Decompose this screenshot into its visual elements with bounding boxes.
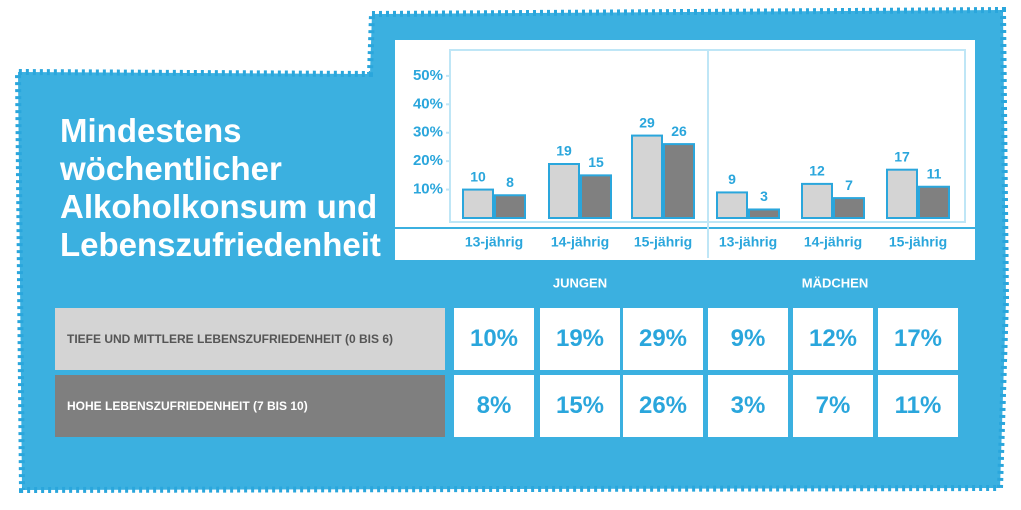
data-label: 3 <box>760 188 768 204</box>
data-label: 17 <box>894 148 910 164</box>
table-cell: 7% <box>793 375 873 437</box>
x-tick-label: 15-jährig <box>634 234 692 250</box>
bar <box>802 184 832 218</box>
group-label: JUNGEN <box>553 275 607 290</box>
data-label: 8 <box>506 174 514 190</box>
bar <box>887 170 917 218</box>
bar <box>549 164 579 218</box>
table-cell: 8% <box>454 375 534 437</box>
table-cell: 29% <box>623 308 703 370</box>
row-label: HOHE LEBENSZUFRIEDENHEIT (7 BIS 10) <box>55 375 445 437</box>
data-label: 19 <box>556 143 572 159</box>
data-label: 12 <box>809 163 825 179</box>
chart-title: Mindestens wöchentlicher Alkoholkonsum u… <box>60 112 405 264</box>
table-cell: 10% <box>454 308 534 370</box>
table-cell: 15% <box>540 375 620 437</box>
data-label: 29 <box>639 114 655 130</box>
x-tick-label: 15-jährig <box>889 234 947 250</box>
table-cell: 9% <box>708 308 788 370</box>
x-tick-label: 13-jährig <box>465 234 523 250</box>
bar <box>664 144 694 218</box>
table-cell: 19% <box>540 308 620 370</box>
y-tick-label: 40% <box>413 95 443 112</box>
bar <box>463 190 493 218</box>
x-tick-label: 14-jährig <box>804 234 862 250</box>
table-cell: 3% <box>708 375 788 437</box>
data-label: 11 <box>927 165 942 181</box>
table-cell: 12% <box>793 308 873 370</box>
data-label: 26 <box>671 123 687 139</box>
data-label: 10 <box>470 168 486 184</box>
y-tick-label: 20% <box>413 152 443 169</box>
bar <box>717 192 747 218</box>
table-cell: 11% <box>878 375 958 437</box>
bar <box>749 209 779 218</box>
group-label: MÄDCHEN <box>802 275 868 290</box>
y-tick-label: 30% <box>413 124 443 141</box>
table-cell: 26% <box>623 375 703 437</box>
data-label: 9 <box>728 171 736 187</box>
bar <box>495 195 525 218</box>
row-label: TIEFE UND MITTLERE LEBENSZUFRIEDENHEIT (… <box>55 308 445 370</box>
data-label: 15 <box>588 154 604 170</box>
y-tick-label: 50% <box>413 67 443 84</box>
bar <box>581 175 611 218</box>
x-tick-label: 13-jährig <box>719 234 777 250</box>
data-label: 7 <box>845 177 853 193</box>
infographic: 10% 20% 30% 40% 50% 13-jährig 10 8 14-jährig 19 15… <box>0 0 1021 510</box>
y-tick-label: 10% <box>413 181 443 198</box>
table-cell: 17% <box>878 308 958 370</box>
bar <box>632 136 662 218</box>
x-tick-label: 14-jährig <box>551 234 609 250</box>
bar <box>834 198 864 218</box>
bar <box>919 187 949 218</box>
